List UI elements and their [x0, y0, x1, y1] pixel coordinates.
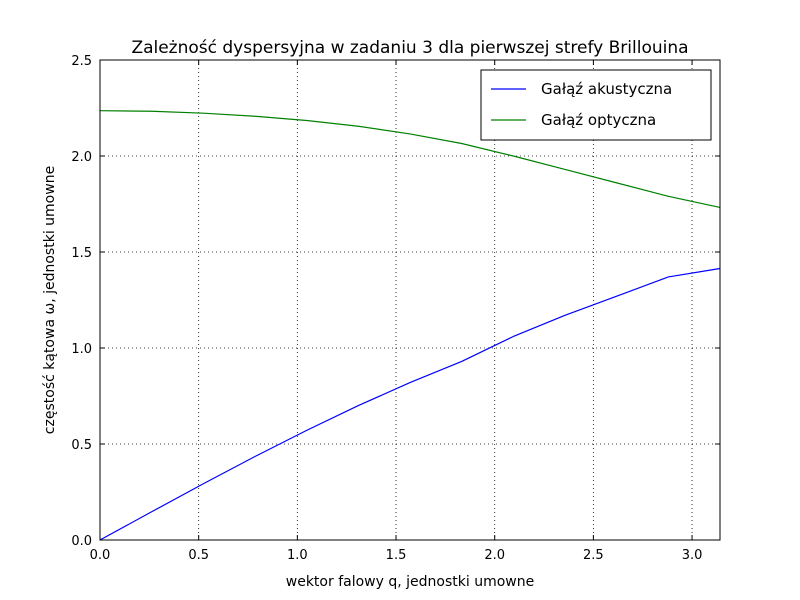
y-tick-label: 0.5 — [71, 438, 92, 453]
y-tick-label: 2.0 — [71, 150, 92, 165]
legend-box — [480, 69, 712, 141]
x-tick-label: 0.5 — [188, 548, 209, 563]
series-line-1 — [99, 110, 721, 209]
y-axis-label: częstość kątowa ω, jednostki umowne — [42, 166, 58, 434]
y-tick-label: 1.0 — [71, 342, 92, 357]
y-tick-label: 1.5 — [71, 246, 92, 261]
series-line-0 — [99, 267, 721, 541]
x-tick-label: 2.5 — [583, 548, 604, 563]
chart-title: Zależność dyspersyjna w zadaniu 3 dla pi… — [131, 38, 688, 58]
y-tick-label: 0.0 — [71, 534, 92, 549]
legend: Gałąź akustyczna Gałąź optyczna — [480, 69, 712, 141]
x-tick-label: 3.0 — [682, 548, 703, 563]
x-tick-label: 1.0 — [287, 548, 308, 563]
plot-frame — [99, 59, 721, 541]
y-tick-label: 2.5 — [71, 54, 92, 69]
series-group — [99, 110, 721, 541]
x-tick-label: 2.0 — [484, 548, 505, 563]
legend-label-0: Gałąź akustyczna — [541, 80, 672, 98]
x-axis-label: wektor falowy q, jednostki umowne — [286, 574, 534, 590]
ticks: 0.0 0.5 1.0 1.5 2.0 2.5 3.0 0.0 0.5 1.0 1.5 2.0 2.5 — [71, 54, 720, 563]
x-tick-label: 1.5 — [386, 548, 407, 563]
x-tick-label: 0.0 — [90, 548, 111, 563]
legend-label-1: Gałąź optyczna — [541, 111, 656, 129]
